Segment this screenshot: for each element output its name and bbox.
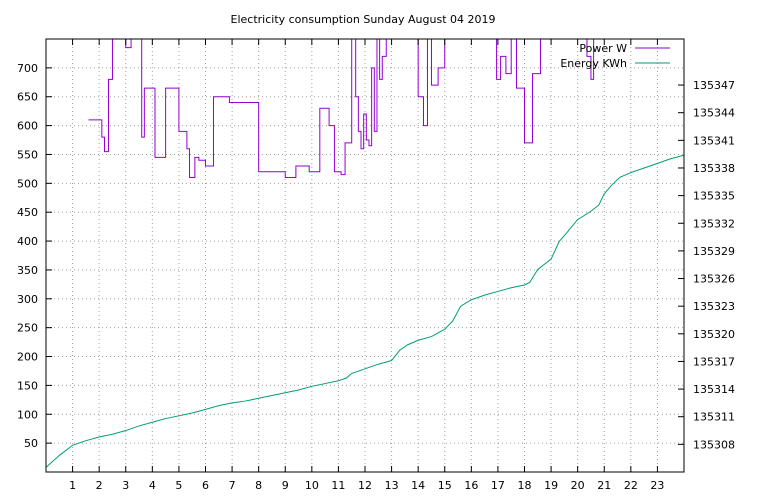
y-tick-label: 600 <box>17 120 38 133</box>
y-tick-label: 300 <box>17 293 38 306</box>
x-tick-label: 6 <box>202 479 209 492</box>
x-tick-label: 4 <box>149 479 156 492</box>
y2-tick-label: 135323 <box>693 300 735 313</box>
x-tick-label: 21 <box>597 479 611 492</box>
axis-ticks: 1 2 3 4 5 6 7 8 9 10 11 12 13 14 15 16 17 18 19 20 21 22 23501… <box>17 39 735 492</box>
legend-label-0: Power W <box>579 42 627 55</box>
x-tick-label: 19 <box>544 479 558 492</box>
series-line-0 <box>88 39 684 179</box>
y-tick-label: 550 <box>17 148 38 161</box>
y-tick-label: 450 <box>17 206 38 219</box>
legend-label-1: Energy KWh <box>560 57 627 70</box>
y2-tick-label: 135341 <box>693 134 735 147</box>
x-tick-label: 8 <box>255 479 262 492</box>
x-tick-label: 12 <box>358 479 372 492</box>
x-tick-label: 13 <box>385 479 399 492</box>
x-tick-label: 22 <box>624 479 638 492</box>
y2-tick-label: 135314 <box>693 383 735 396</box>
x-tick-label: 17 <box>491 479 505 492</box>
y2-tick-label: 135338 <box>693 162 735 175</box>
y2-tick-label: 135344 <box>693 107 735 120</box>
chart-title: Electricity consumption Sunday August 04… <box>231 13 496 26</box>
x-tick-label: 1 <box>69 479 76 492</box>
y-tick-label: 200 <box>17 351 38 364</box>
x-tick-label: 11 <box>331 479 345 492</box>
x-tick-label: 23 <box>650 479 664 492</box>
y-tick-label: 150 <box>17 379 38 392</box>
y-tick-label: 500 <box>17 177 38 190</box>
x-tick-label: 18 <box>518 479 532 492</box>
x-tick-label: 7 <box>229 479 236 492</box>
y2-tick-label: 135332 <box>693 217 735 230</box>
x-tick-label: 20 <box>571 479 585 492</box>
y-tick-label: 250 <box>17 322 38 335</box>
y-tick-label: 50 <box>24 437 38 450</box>
y-tick-label: 100 <box>17 408 38 421</box>
y2-tick-label: 135326 <box>693 273 735 286</box>
y2-tick-label: 135317 <box>693 355 735 368</box>
y2-tick-label: 135320 <box>693 328 735 341</box>
y-tick-label: 350 <box>17 264 38 277</box>
plot-series <box>46 39 684 468</box>
x-tick-label: 5 <box>175 479 182 492</box>
x-tick-label: 16 <box>464 479 478 492</box>
y2-tick-label: 135311 <box>693 411 735 424</box>
y2-tick-label: 135329 <box>693 245 735 258</box>
y2-tick-label: 135335 <box>693 190 735 203</box>
x-tick-label: 15 <box>438 479 452 492</box>
y-tick-label: 400 <box>17 235 38 248</box>
x-tick-label: 10 <box>305 479 319 492</box>
y-tick-label: 650 <box>17 91 38 104</box>
y2-tick-label: 135347 <box>693 79 735 92</box>
x-tick-label: 2 <box>96 479 103 492</box>
y2-tick-label: 135308 <box>693 438 735 451</box>
y-tick-label: 700 <box>17 62 38 75</box>
legend: Power W Energy KWh <box>560 42 670 70</box>
x-tick-label: 9 <box>282 479 289 492</box>
x-tick-label: 14 <box>411 479 425 492</box>
series-line-1 <box>46 154 684 468</box>
gridlines <box>46 39 684 472</box>
x-tick-label: 3 <box>122 479 129 492</box>
